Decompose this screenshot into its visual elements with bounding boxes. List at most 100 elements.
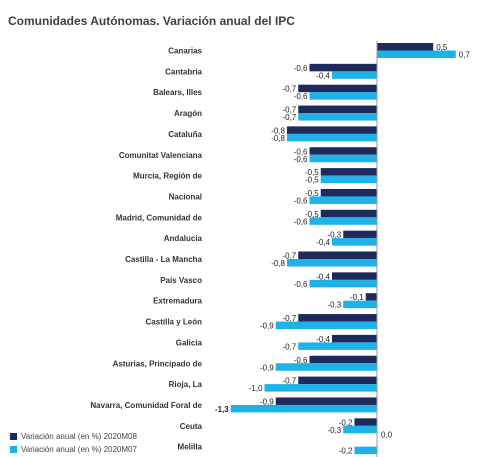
- value-label-series-1-pais-vasco: -0,6: [294, 280, 308, 289]
- category-label-rioja-la: Rioja, La: [169, 380, 203, 389]
- bar-series-0-pais-vasco: [332, 272, 377, 280]
- bar-series-1-balears-illes: [309, 92, 377, 100]
- value-label-series-1-cantabria: -0,4: [316, 71, 330, 80]
- value-label-series-0-pais-vasco: -0,4: [316, 272, 330, 281]
- category-label-cataluna: Cataluña: [168, 130, 202, 139]
- value-label-series-0-cataluna: -0,8: [271, 126, 285, 135]
- bars: [230, 43, 456, 455]
- value-label-series-1-galicia: -0,7: [282, 342, 296, 351]
- value-label-series-0-comunitat-valenciana: -0,6: [294, 147, 308, 156]
- category-label-pais-vasco: País Vasco: [160, 276, 202, 285]
- value-label-series-1-murcia-region-de: -0,5: [305, 176, 319, 185]
- value-label-series-1-extremadura: -0,3: [327, 301, 341, 310]
- bar-series-0-murcia-region-de: [320, 168, 377, 176]
- value-label-series-0-cantabria: -0,6: [294, 64, 308, 73]
- value-label-series-1-madrid-comunidad-de: -0,6: [294, 217, 308, 226]
- value-label-series-0-melilla: 0,0: [381, 431, 393, 440]
- value-label-series-0-murcia-region-de: -0,5: [305, 168, 319, 177]
- bar-series-1-galicia: [298, 342, 377, 350]
- legend-swatch-series-1: [10, 446, 17, 453]
- category-labels: Canarias Cantabria Balears, Illes Aragón Cat…: [90, 47, 202, 452]
- value-label-series-0-aragon: -0,7: [282, 106, 296, 115]
- value-label-series-0-ceuta: -0,2: [339, 418, 353, 427]
- bar-series-1-castilla-la-mancha: [287, 259, 377, 267]
- bar-series-1-comunitat-valenciana: [309, 154, 377, 163]
- bar-series-0-comunitat-valenciana: [309, 147, 377, 155]
- value-label-series-0-extremadura: -0,1: [350, 293, 364, 302]
- category-label-castilla-la-mancha: Castilla - La Mancha: [125, 255, 202, 264]
- category-label-balears-illes: Balears, Illes: [153, 88, 202, 97]
- bar-series-1-aragon: [298, 113, 377, 121]
- value-label-series-1-comunitat-valenciana: -0,6: [294, 155, 308, 164]
- category-label-andalucia: Andalucía: [164, 234, 203, 243]
- value-label-series-0-nacional: -0,5: [305, 189, 319, 198]
- value-label-series-0-andalucia: -0,3: [327, 231, 341, 240]
- bar-series-0-castilla-y-leon: [298, 314, 377, 322]
- bar-series-1-nacional: [309, 196, 377, 204]
- bar-series-0-cantabria: [309, 63, 377, 72]
- legend: Variación anual (en %) 2020M08 Variación…: [10, 430, 137, 456]
- bar-series-0-balears-illes: [298, 84, 377, 93]
- value-label-series-0-canarias: 0,5: [436, 43, 448, 52]
- bar-series-0-aragon: [298, 105, 377, 114]
- category-label-castilla-y-leon: Castilla y León: [146, 318, 203, 327]
- value-label-series-1-navarra-comunidad-foral-de: -1,3: [215, 405, 229, 414]
- category-label-nacional: Nacional: [169, 192, 202, 201]
- bar-series-1-navarra-comunidad-foral-de: [230, 404, 377, 413]
- bar-series-1-cantabria: [332, 71, 377, 79]
- category-label-navarra-comunidad-foral-de: Navarra, Comunidad Foral de: [90, 401, 202, 410]
- bar-series-0-extremadura: [365, 293, 377, 301]
- legend-item-series-1: Variación anual (en %) 2020M07: [10, 443, 137, 456]
- category-label-melilla: Melilla: [178, 443, 203, 452]
- value-label-series-1-castilla-y-leon: -0,9: [260, 322, 274, 331]
- value-label-series-1-cataluna: -0,8: [271, 134, 285, 143]
- value-label-series-1-castilla-la-mancha: -0,8: [271, 259, 285, 268]
- value-label-series-1-asturias-principado-de: -0,9: [260, 363, 274, 372]
- category-label-canarias: Canarias: [168, 47, 202, 56]
- legend-swatch-series-0: [10, 433, 17, 440]
- value-label-series-0-balears-illes: -0,7: [282, 85, 296, 94]
- value-label-series-0-rioja-la: -0,7: [282, 377, 296, 386]
- bar-series-0-madrid-comunidad-de: [320, 209, 377, 218]
- bar-series-1-castilla-y-leon: [275, 321, 377, 330]
- category-label-galicia: Galicia: [176, 338, 203, 347]
- bar-series-0-asturias-principado-de: [309, 355, 377, 364]
- category-label-cantabria: Cantabria: [165, 67, 202, 76]
- bar-series-1-extremadura: [343, 300, 377, 309]
- value-label-series-1-canarias: 0,7: [459, 51, 471, 60]
- bar-series-0-rioja-la: [298, 376, 377, 385]
- bar-series-1-melilla: [354, 446, 377, 455]
- value-labels: 0,50,7-0,6-0,4-0,7-0,6-0,7-0,7-0,8-0,8-0…: [215, 43, 470, 456]
- value-label-series-1-ceuta: -0,3: [327, 426, 341, 435]
- category-label-murcia-region-de: Murcia, Región de: [133, 172, 202, 181]
- bar-series-1-madrid-comunidad-de: [309, 217, 377, 225]
- value-label-series-0-castilla-la-mancha: -0,7: [282, 252, 296, 261]
- bar-series-0-castilla-la-mancha: [298, 251, 377, 259]
- value-label-series-0-galicia: -0,4: [316, 335, 330, 344]
- value-label-series-1-balears-illes: -0,6: [294, 92, 308, 101]
- value-label-series-0-madrid-comunidad-de: -0,5: [305, 210, 319, 219]
- value-label-series-1-andalucia: -0,4: [316, 238, 330, 247]
- bar-series-1-asturias-principado-de: [275, 363, 377, 371]
- bar-series-1-ceuta: [343, 425, 377, 434]
- category-label-asturias-principado-de: Asturias, Principado de: [113, 359, 203, 368]
- value-label-series-0-asturias-principado-de: -0,6: [294, 356, 308, 365]
- bar-series-1-pais-vasco: [309, 279, 377, 288]
- bar-series-0-navarra-comunidad-foral-de: [275, 397, 377, 405]
- legend-label-series-0: Variación anual (en %) 2020M08: [21, 432, 137, 441]
- bar-series-1-cataluna: [287, 133, 377, 142]
- bar-series-0-nacional: [320, 188, 377, 197]
- bar-series-1-rioja-la: [264, 384, 377, 392]
- bar-series-0-ceuta: [354, 418, 377, 426]
- chart-title: Comunidades Autónomas. Variación anual d…: [8, 14, 295, 28]
- bar-series-0-andalucia: [343, 230, 377, 239]
- category-label-ceuta: Ceuta: [180, 422, 203, 431]
- bar-series-0-cataluna: [287, 126, 377, 134]
- bar-series-1-murcia-region-de: [320, 175, 377, 184]
- value-label-series-1-aragon: -0,7: [282, 113, 296, 122]
- value-label-series-1-melilla: -0,2: [339, 447, 353, 456]
- category-label-madrid-comunidad-de: Madrid, Comunidad de: [116, 213, 203, 222]
- category-label-aragon: Aragón: [174, 109, 202, 118]
- value-label-series-0-navarra-comunidad-foral-de: -0,9: [260, 397, 274, 406]
